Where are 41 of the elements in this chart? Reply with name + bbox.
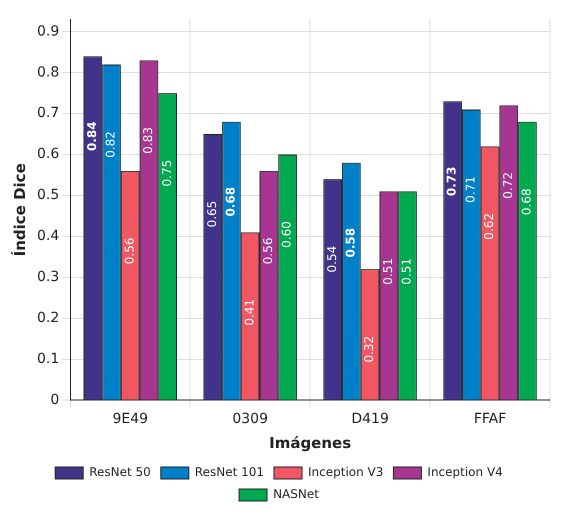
y-tick-label: 0.5 — [37, 187, 60, 204]
y-tick-label: 0.9 — [37, 23, 60, 40]
y-tick-label: 0.2 — [37, 310, 60, 326]
data-label: 0.82 — [104, 131, 118, 158]
legend-label: ResNet 50 — [89, 465, 151, 480]
data-label: 0.58 — [344, 228, 358, 258]
y-tick-label: 0 — [50, 392, 60, 408]
data-label: 0.72 — [500, 172, 515, 199]
data-label: 0.83 — [141, 126, 156, 154]
legend-label: Inception V3 — [308, 465, 384, 480]
x-tick-label: FFAF — [474, 411, 506, 428]
x-tick-label: D419 — [351, 411, 389, 428]
legend-label: ResNet 101 — [194, 465, 264, 480]
data-label: 0.56 — [122, 238, 136, 264]
x-tick-label: 0309 — [232, 411, 268, 428]
data-label: 0.62 — [482, 212, 496, 240]
data-label: 0.51 — [400, 258, 414, 285]
data-label: 0.75 — [160, 160, 174, 186]
data-label: 0.32 — [362, 336, 376, 363]
data-label: 0.56 — [261, 238, 275, 264]
y-tick-label: 0.4 — [37, 228, 60, 244]
data-label: 0.68 — [520, 188, 534, 216]
data-label: 0.41 — [242, 298, 256, 326]
data-label: 0.68 — [224, 186, 238, 217]
data-label: 0.73 — [444, 166, 459, 196]
data-label: 0.84 — [84, 121, 99, 152]
data-label: 0.54 — [324, 246, 339, 272]
legend-label: Inception V4 — [427, 465, 503, 480]
y-tick-label: 0.1 — [37, 350, 60, 367]
y-axis-title: Índice Dice — [10, 163, 29, 256]
legend-label: NASNet — [273, 487, 320, 502]
y-tick-label: 0.3 — [37, 269, 60, 285]
data-label: 0.51 — [380, 258, 395, 285]
x-tick-label: 9E49 — [112, 411, 148, 428]
y-tick-label: 0.6 — [37, 146, 60, 162]
data-label: 0.71 — [463, 176, 478, 203]
x-axis-title: Imágenes — [269, 434, 352, 452]
y-tick-label: 0.8 — [37, 64, 60, 80]
data-label: 0.65 — [204, 200, 219, 228]
y-tick-label: 0.7 — [37, 105, 60, 122]
data-label: 0.60 — [280, 221, 294, 248]
